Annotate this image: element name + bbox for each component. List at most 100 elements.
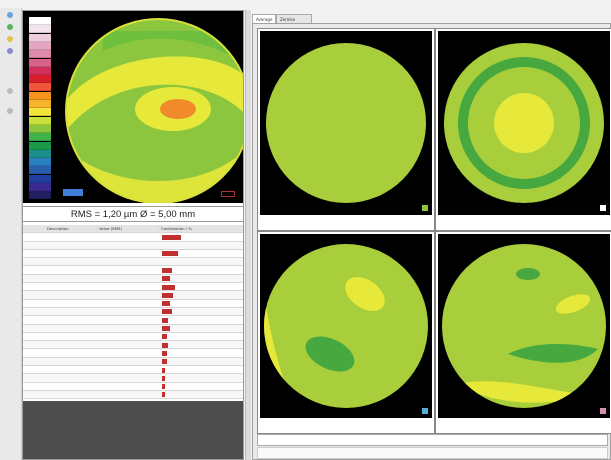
mode-4-band-green	[508, 344, 598, 363]
pupil-edge	[65, 18, 243, 203]
contribution-bar	[162, 276, 170, 282]
mode-tile-3[interactable]	[257, 231, 435, 434]
wavefront-map-svg	[65, 18, 243, 203]
map-region-green-top	[103, 31, 238, 61]
layers-icon[interactable]	[7, 36, 13, 42]
home-icon[interactable]	[7, 12, 13, 18]
tool-strip	[0, 8, 22, 460]
mode-1-disc	[266, 43, 426, 203]
scale-step	[29, 58, 51, 67]
scale-step	[29, 100, 51, 108]
scale-step	[29, 108, 51, 117]
col-header-value: Value (RMS)	[97, 225, 159, 233]
info-icon[interactable]	[7, 108, 13, 114]
mode-map-2	[438, 31, 610, 215]
scale-step	[29, 50, 51, 59]
table-row[interactable]	[23, 390, 243, 400]
contribution-bar	[162, 392, 166, 398]
table-row[interactable]	[23, 274, 243, 284]
scale-step	[29, 133, 51, 142]
mode-map-3	[260, 234, 432, 418]
contribution-bar	[162, 375, 166, 381]
mode-4-spot-green	[516, 268, 540, 280]
table-row[interactable]	[23, 241, 243, 250]
contribution-bar	[162, 234, 182, 240]
mode-4-chip	[600, 408, 606, 414]
scale-step	[29, 116, 51, 125]
table-row[interactable]	[23, 307, 243, 317]
table-row[interactable]	[23, 366, 243, 375]
mode-4-band-yellow	[458, 381, 588, 403]
table-row[interactable]	[23, 383, 243, 391]
mode-3-lobe-green	[305, 336, 355, 372]
empty-panel	[23, 401, 243, 459]
table-row[interactable]	[23, 266, 243, 275]
table-row[interactable]	[23, 316, 243, 325]
mode-2-chip	[600, 205, 606, 211]
scale-step	[29, 83, 51, 92]
table-row[interactable]	[23, 250, 243, 259]
settings-icon[interactable]	[7, 48, 13, 54]
scale-step	[29, 41, 51, 50]
scale-step	[29, 75, 51, 84]
zernike-table: Description Value (RMS) Contribution / %	[23, 225, 243, 400]
map-corner-marker	[221, 191, 235, 197]
scale-step	[29, 191, 51, 200]
scale-step	[29, 166, 51, 175]
contribution-bar	[162, 359, 167, 365]
table-row[interactable]	[23, 333, 243, 342]
mode-3-chip	[422, 408, 428, 414]
table-row[interactable]	[23, 374, 243, 383]
mode-tile-4[interactable]	[435, 231, 611, 434]
contribution-bar	[162, 384, 166, 390]
scale-step	[29, 183, 51, 191]
mode-3-caption	[260, 420, 432, 432]
scale-step	[29, 33, 51, 42]
contribution-bar	[162, 342, 169, 348]
mode-3-disc	[264, 244, 428, 408]
print-icon[interactable]	[7, 88, 13, 94]
contribution-bar	[162, 326, 170, 332]
table-row[interactable]	[23, 341, 243, 350]
scale-step	[29, 91, 51, 100]
table-row[interactable]	[23, 258, 243, 267]
mode-4-spot-yellow	[555, 294, 591, 314]
mode-4-disc	[442, 244, 606, 408]
col-header-contribution: Contribution / %	[161, 226, 192, 231]
table-row[interactable]	[23, 357, 243, 367]
scale-step	[29, 66, 51, 75]
table-row[interactable]	[23, 291, 243, 300]
scale-step	[29, 174, 51, 183]
scale-step	[29, 17, 51, 25]
contribution-bar	[162, 301, 170, 307]
wavefront-panel: RMS = 1,20 µm Ø = 5,00 mm Description Va…	[22, 10, 244, 460]
wavefront-map	[23, 11, 243, 203]
summary-line	[257, 434, 608, 446]
mode-tile-2[interactable]	[435, 28, 611, 231]
contribution-bar	[162, 367, 166, 373]
mode-tile-1[interactable]	[257, 28, 435, 231]
mode-map-1	[260, 31, 432, 215]
table-row[interactable]	[23, 324, 243, 333]
mode-1-chip	[422, 205, 428, 211]
scale-badge[interactable]	[63, 189, 83, 196]
mode-2-center	[494, 93, 554, 153]
scale-step	[29, 124, 51, 133]
table-row[interactable]	[23, 349, 243, 358]
map-region-orange	[160, 99, 196, 119]
table-row[interactable]	[23, 283, 243, 292]
contribution-bar	[162, 334, 167, 340]
rms-readout: RMS = 1,20 µm Ø = 5,00 mm	[23, 206, 243, 222]
contribution-bar	[162, 350, 167, 356]
mode-3-lobe-yellow	[345, 276, 385, 312]
table-row[interactable]	[23, 233, 243, 242]
modes-panel	[252, 23, 611, 460]
splitter[interactable]	[245, 10, 251, 460]
table-header: Description Value (RMS) Contribution / %	[23, 225, 243, 234]
table-row[interactable]	[23, 300, 243, 308]
mode-1-caption	[260, 217, 432, 229]
scale-step	[29, 141, 51, 150]
zoom-icon[interactable]	[7, 24, 13, 30]
contribution-bar	[162, 251, 178, 257]
scale-step	[29, 158, 51, 167]
